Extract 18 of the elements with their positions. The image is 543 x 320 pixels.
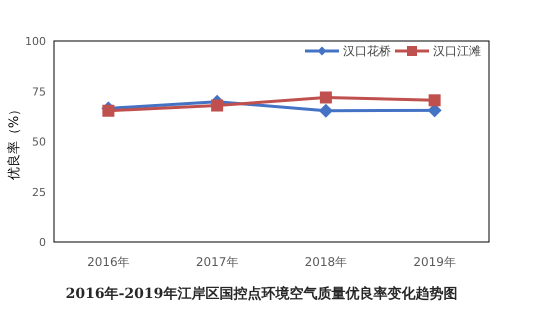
text: 2016年-2019年江岸区国控点环境空气质量优良率变化趋势图 <box>66 285 458 302</box>
y-tick-label: 25 <box>32 186 46 199</box>
x-tick-label: 2018年 <box>304 255 348 269</box>
x-tick-label: 2019年 <box>413 255 456 269</box>
y-tick-label: 50 <box>32 136 46 148</box>
legend-label: 汉口花桥 <box>343 44 391 58</box>
point <box>211 100 224 112</box>
point <box>102 104 114 117</box>
y-tick-label: 100 <box>25 35 46 48</box>
point <box>320 91 332 104</box>
y-tick-label: 0 <box>39 236 46 249</box>
point <box>428 94 441 106</box>
point <box>318 104 333 118</box>
x-tick-label: 2017年 <box>196 255 238 269</box>
y-tick-label: 75 <box>32 85 46 98</box>
legend-label: 汉口江滩 <box>433 44 481 58</box>
x-tick-label: 2016年 <box>87 255 130 269</box>
y-axis-title: 优良率（%） <box>6 102 22 180</box>
